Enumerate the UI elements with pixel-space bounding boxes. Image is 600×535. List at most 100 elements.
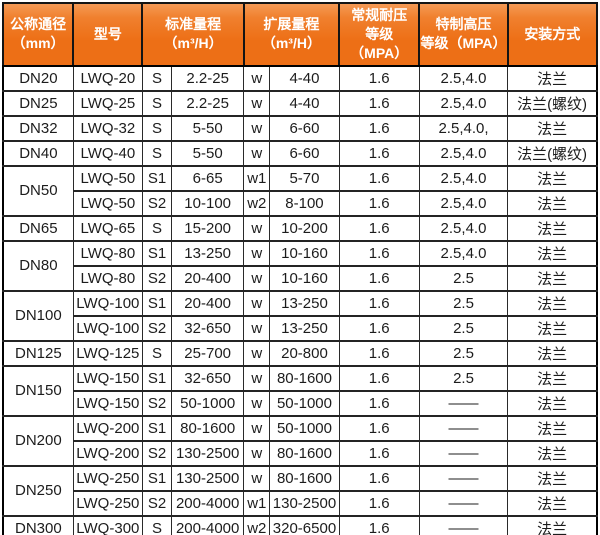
std-range-cell: 25-700 — [171, 340, 245, 367]
model-cell: LWQ-80 — [72, 240, 143, 267]
ext-range-code-cell: w — [243, 240, 271, 267]
dn-cell: DN65 — [2, 215, 74, 242]
model-cell: LWQ-50 — [72, 190, 143, 217]
standard-pressure-cell: 1.6 — [338, 65, 420, 92]
ext-range-code-cell: w — [243, 365, 271, 392]
std-range-cell: 20-400 — [171, 290, 245, 317]
std-range-code-cell: S — [141, 215, 173, 242]
std-range-code-cell: S2 — [141, 490, 173, 517]
model-cell: LWQ-100 — [72, 290, 143, 317]
ext-range-cell: 50-1000 — [269, 390, 340, 417]
standard-pressure-cell: 1.6 — [338, 515, 420, 535]
dn-cell: DN300 — [2, 515, 74, 535]
ext-range-cell: 10-160 — [269, 240, 340, 267]
header-model: 型号 — [72, 2, 144, 67]
install-method-cell: 法兰 — [507, 365, 598, 392]
standard-pressure-cell: 1.6 — [338, 440, 420, 467]
table-row: DN80 LWQ-80 S1 13-250 w 10-160 1.6 2.5,4… — [2, 240, 598, 292]
install-method-cell: 法兰 — [507, 490, 598, 517]
header-standard-pressure: 常规耐压 等级（MPA） — [338, 2, 421, 67]
ext-range-code-cell: w — [243, 415, 271, 442]
table-row: DN300 LWQ-300 S 200-4000 w2 320-6500 1.6… — [2, 515, 598, 535]
model-cell: LWQ-20 — [72, 65, 143, 92]
standard-pressure-cell: 1.6 — [338, 90, 420, 117]
standard-pressure-cell: 1.6 — [338, 340, 420, 367]
standard-pressure-cell: 1.6 — [338, 315, 420, 342]
model-cell: LWQ-100 — [72, 315, 143, 342]
ext-range-code-cell: w1 — [243, 490, 271, 517]
dn-cell: DN32 — [2, 115, 74, 142]
std-range-cell: 10-100 — [171, 190, 245, 217]
ext-range-code-cell: w — [243, 465, 271, 492]
model-cell: LWQ-300 — [72, 515, 143, 535]
std-range-cell: 200-4000 — [171, 515, 245, 535]
ext-range-code-cell: w — [243, 65, 271, 92]
std-range-code-cell: S — [141, 115, 173, 142]
std-range-code-cell: S1 — [141, 290, 173, 317]
table-row: LWQ-200 S2 130-2500 w 80-1600 1.6 —— 法兰 — [3, 440, 598, 467]
dn-cell: DN25 — [2, 90, 74, 117]
ext-range-code-cell: w2 — [243, 515, 271, 535]
high-pressure-cell: 2.5,4.0, — [418, 115, 509, 142]
table-row: DN20 LWQ-20 S 2.2-25 w 4-40 1.6 2.5,4.0 … — [2, 65, 598, 92]
high-pressure-cell: 2.5 — [418, 365, 509, 392]
standard-pressure-cell: 1.6 — [338, 490, 420, 517]
ext-range-cell: 13-250 — [269, 315, 340, 342]
install-method-cell: 法兰 — [507, 190, 598, 217]
ext-range-cell: 50-1000 — [269, 415, 340, 442]
standard-pressure-cell: 1.6 — [338, 390, 420, 417]
high-pressure-cell: —— — [418, 465, 509, 492]
std-range-cell: 200-4000 — [171, 490, 245, 517]
standard-pressure-cell: 1.6 — [338, 115, 420, 142]
std-range-code-cell: S2 — [141, 265, 173, 292]
ext-range-cell: 10-160 — [269, 265, 340, 292]
ext-range-code-cell: w — [243, 340, 271, 367]
install-method-cell: 法兰 — [507, 115, 598, 142]
ext-range-code-cell: w — [243, 215, 271, 242]
header-nominal-diameter: 公称通径 （mm） — [1, 2, 75, 67]
install-method-cell: 法兰 — [507, 315, 598, 342]
dn-cell: DN200 — [2, 415, 74, 467]
high-pressure-cell: —— — [418, 390, 509, 417]
std-range-cell: 32-650 — [171, 315, 245, 342]
dn-cell: DN80 — [2, 240, 74, 292]
table-row: DN50 LWQ-50 S1 6-65 w1 5-70 1.6 2.5,4.0 … — [2, 165, 598, 217]
ext-range-code-cell: w — [243, 290, 271, 317]
install-method-cell: 法兰 — [507, 465, 598, 492]
dn-cell: DN20 — [2, 65, 74, 92]
high-pressure-cell: 2.5 — [418, 315, 509, 342]
std-range-code-cell: S2 — [141, 190, 173, 217]
dn-cell: DN250 — [2, 465, 74, 517]
table-row: LWQ-150 S2 50-1000 w 50-1000 1.6 —— 法兰 — [3, 390, 598, 417]
ext-range-code-cell: w — [243, 90, 271, 117]
model-cell: LWQ-250 — [72, 490, 143, 517]
header-installation: 安装方式 — [506, 2, 599, 67]
high-pressure-cell: 2.5,4.0 — [418, 90, 509, 117]
header-standard-range: 标准量程 （m³/H） — [141, 2, 245, 67]
install-method-cell: 法兰 — [507, 65, 598, 92]
standard-pressure-cell: 1.6 — [338, 290, 420, 317]
ext-range-code-cell: w — [243, 315, 271, 342]
install-method-cell: 法兰 — [507, 165, 598, 192]
table-row: LWQ-100 S2 32-650 w 13-250 1.6 2.5 法兰 — [3, 315, 598, 342]
table-row: DN65 LWQ-65 S 15-200 w 10-200 1.6 2.5,4.… — [2, 215, 598, 242]
table-row: LWQ-250 S2 200-4000 w1 130-2500 1.6 —— 法… — [3, 490, 598, 517]
std-range-cell: 20-400 — [171, 265, 245, 292]
ext-range-code-cell: w — [243, 440, 271, 467]
table-row: DN150 LWQ-150 S1 32-650 w 80-1600 1.6 2.… — [2, 365, 598, 417]
high-pressure-cell: 2.5,4.0 — [418, 215, 509, 242]
high-pressure-cell: —— — [418, 490, 509, 517]
ext-range-cell: 80-1600 — [269, 465, 340, 492]
std-range-cell: 130-2500 — [171, 465, 245, 492]
std-range-code-cell: S1 — [141, 465, 173, 492]
ext-range-cell: 80-1600 — [269, 365, 340, 392]
std-range-code-cell: S1 — [141, 365, 173, 392]
ext-range-code-cell: w — [243, 115, 271, 142]
std-range-code-cell: S — [141, 90, 173, 117]
header-high-pressure: 特制高压 等级（MPA） — [418, 2, 509, 67]
std-range-cell: 5-50 — [171, 115, 245, 142]
table-row: DN250 LWQ-250 S1 130-2500 w 80-1600 1.6 … — [2, 465, 598, 517]
ext-range-code-cell: w1 — [243, 165, 271, 192]
model-cell: LWQ-50 — [72, 165, 143, 192]
